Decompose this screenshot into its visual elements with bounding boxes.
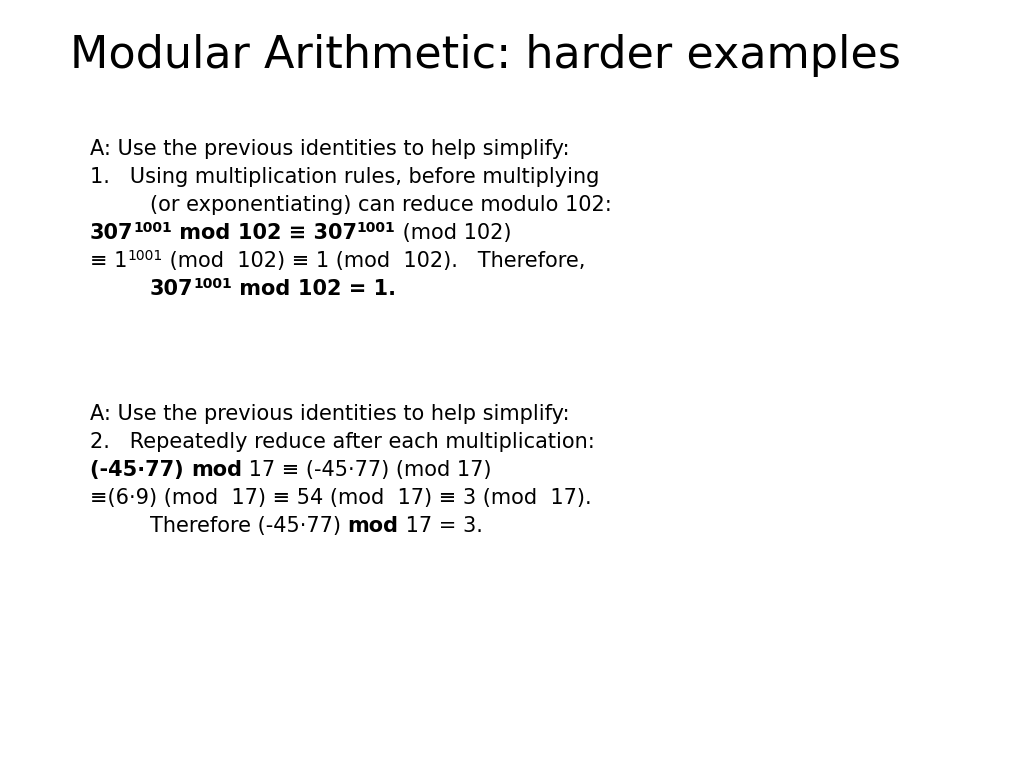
Text: A: Use the previous identities to help simplify:: A: Use the previous identities to help s… xyxy=(90,404,569,424)
Text: (mod  102) ≡ 1 (mod  102).   Therefore,: (mod 102) ≡ 1 (mod 102). Therefore, xyxy=(163,251,585,271)
Text: mod: mod xyxy=(232,279,298,299)
Text: (mod 102): (mod 102) xyxy=(395,223,511,243)
Text: 1001: 1001 xyxy=(127,249,163,263)
Text: 307: 307 xyxy=(90,223,133,243)
Text: 1.   Using multiplication rules, before multiplying: 1. Using multiplication rules, before mu… xyxy=(90,167,599,187)
Text: 17 ≡ (-45·77) (mod 17): 17 ≡ (-45·77) (mod 17) xyxy=(242,460,492,480)
Text: (-45·77): (-45·77) xyxy=(90,460,190,480)
Text: mod: mod xyxy=(347,516,398,536)
Text: A: Use the previous identities to help simplify:: A: Use the previous identities to help s… xyxy=(90,139,569,159)
Text: 17 = 3.: 17 = 3. xyxy=(398,516,482,536)
Text: 1001: 1001 xyxy=(194,277,232,291)
Text: 102 ≡ 307: 102 ≡ 307 xyxy=(238,223,356,243)
Text: 307: 307 xyxy=(150,279,194,299)
Text: mod: mod xyxy=(172,223,238,243)
Text: Therefore (-45·77): Therefore (-45·77) xyxy=(150,516,347,536)
Text: ≡ 1: ≡ 1 xyxy=(90,251,127,271)
Text: 1001: 1001 xyxy=(356,221,395,235)
Text: mod: mod xyxy=(190,460,242,480)
Text: 102 = 1.: 102 = 1. xyxy=(298,279,395,299)
Text: Modular Arithmetic: harder examples: Modular Arithmetic: harder examples xyxy=(70,34,901,77)
Text: 1001: 1001 xyxy=(133,221,172,235)
Text: (or exponentiating) can reduce modulo 102:: (or exponentiating) can reduce modulo 10… xyxy=(150,195,611,215)
Text: 2.   Repeatedly reduce after each multiplication:: 2. Repeatedly reduce after each multipli… xyxy=(90,432,595,452)
Text: ≡(6·9) (mod  17) ≡ 54 (mod  17) ≡ 3 (mod  17).: ≡(6·9) (mod 17) ≡ 54 (mod 17) ≡ 3 (mod 1… xyxy=(90,488,592,508)
